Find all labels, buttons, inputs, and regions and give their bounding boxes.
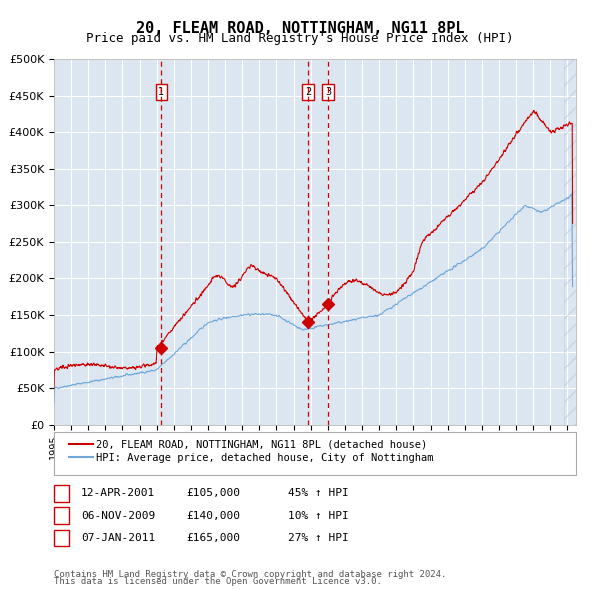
Text: 06-NOV-2009: 06-NOV-2009 [81,511,155,520]
Text: Contains HM Land Registry data © Crown copyright and database right 2024.: Contains HM Land Registry data © Crown c… [54,571,446,579]
Text: 20, FLEAM ROAD, NOTTINGHAM, NG11 8PL: 20, FLEAM ROAD, NOTTINGHAM, NG11 8PL [136,21,464,35]
Text: 45% ↑ HPI: 45% ↑ HPI [288,489,349,498]
Text: 2: 2 [58,511,65,520]
Text: 20, FLEAM ROAD, NOTTINGHAM, NG11 8PL (detached house): 20, FLEAM ROAD, NOTTINGHAM, NG11 8PL (de… [96,440,427,449]
Text: £140,000: £140,000 [186,511,240,520]
Text: This data is licensed under the Open Government Licence v3.0.: This data is licensed under the Open Gov… [54,577,382,586]
Text: 1: 1 [158,87,164,97]
Text: 27% ↑ HPI: 27% ↑ HPI [288,533,349,543]
Text: 2: 2 [305,87,311,97]
Text: 1: 1 [58,489,65,498]
Text: 10% ↑ HPI: 10% ↑ HPI [288,511,349,520]
Text: 3: 3 [325,87,331,97]
Text: HPI: Average price, detached house, City of Nottingham: HPI: Average price, detached house, City… [96,453,433,463]
Text: 3: 3 [58,533,65,543]
Text: £165,000: £165,000 [186,533,240,543]
Text: 12-APR-2001: 12-APR-2001 [81,489,155,498]
Text: 07-JAN-2011: 07-JAN-2011 [81,533,155,543]
Text: Price paid vs. HM Land Registry's House Price Index (HPI): Price paid vs. HM Land Registry's House … [86,32,514,45]
Text: £105,000: £105,000 [186,489,240,498]
